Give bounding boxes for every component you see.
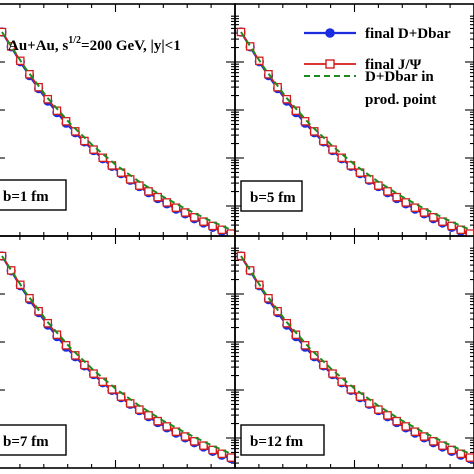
panel-4: b=12 fm [234,235,474,469]
panel-label-box [0,179,67,211]
panel-label: b=5 fm [250,190,296,206]
data-point-jpsi [217,225,227,235]
data-point-jpsi [171,203,181,212]
data-point-jpsi [410,203,420,212]
data-point-jpsi [34,306,43,316]
legend-label-prod-point-line2: prod. point [365,92,436,108]
chart-title: Au+Au, s1/2=200 GeV, |y|<1 [8,35,181,54]
data-point-jpsi [401,198,411,207]
plot-area [236,251,474,464]
data-point-jpsi [438,441,447,450]
data-point-jpsi [456,225,466,235]
data-point-jpsi [447,221,456,231]
series-line-3 [1,255,232,455]
data-point-jpsi [273,306,282,316]
title-sup: 1/2 [68,35,81,46]
data-point-jpsi [374,181,383,190]
panel-1: b=1 fm [0,3,236,237]
data-point-jpsi [273,82,282,92]
series-line-3 [240,255,471,455]
data-point-jpsi [180,208,190,217]
data-point-jpsi [217,449,227,459]
data-point-jpsi [456,449,466,459]
data-point-jpsi [226,453,235,462]
data-point-jpsi [125,399,135,408]
data-point-jpsi [245,42,255,51]
data-point-jpsi [162,198,172,207]
legend: final D+Dbar final J/Ψ D+Dbar in prod. p… [304,26,451,108]
data-point-jpsi [392,192,401,202]
data-point-jpsi [144,411,153,420]
data-point-jpsi [383,187,392,196]
data-point-jpsi [438,217,447,226]
data-point-jpsi [153,416,162,426]
panel-label: b=7 fm [3,434,49,450]
data-point-jpsi [135,405,144,414]
data-point-jpsi [135,181,144,190]
data-point-jpsi [374,405,383,414]
legend-marker-jpsi [325,59,335,69]
data-point-jpsi [199,441,208,450]
data-point-jpsi [153,192,162,202]
data-point-jpsi [245,266,255,275]
legend-entry-d-dbar: final D+Dbar [304,26,451,42]
legend-label-jpsi: final J/Ψ [365,57,422,73]
panel-label-box [0,424,67,456]
data-point-jpsi [199,217,208,226]
plot-area [0,27,235,236]
legend-label-prod-point-line1: D+Dbar in [365,69,434,85]
data-point-jpsi [429,213,438,222]
data-point-jpsi [364,399,374,408]
title-rest: =200 GeV, |y|<1 [81,38,181,54]
data-point-jpsi [465,453,474,462]
data-point-jpsi [300,341,310,350]
data-point-jpsi [236,251,246,261]
data-point-jpsi [410,427,420,436]
data-point-jpsi [392,416,401,426]
data-point-jpsi [300,117,310,126]
title-system: Au+Au, s [8,38,68,54]
panel-label: b=1 fm [3,189,49,205]
data-point-jpsi [190,437,199,446]
data-point-jpsi [171,427,181,436]
legend-entry-jpsi: final J/Ψ [304,57,422,73]
data-point-jpsi [190,213,199,222]
data-point-jpsi [364,175,374,184]
legend-entry-prod-point: D+Dbar in prod. point [304,69,436,108]
panel-label-box [240,180,303,212]
plot-area [236,27,474,236]
data-point-jpsi [208,221,217,231]
data-point-jpsi [6,266,16,275]
panels-root: b=1 fm b=5 fm b=7 fm b=12 fm [0,3,474,469]
data-point-jpsi [447,445,456,455]
data-point-jpsi [34,82,43,92]
data-point-jpsi [144,187,153,196]
plot-area [0,251,235,464]
legend-label-d-dbar: final D+Dbar [365,26,451,42]
legend-marker-d-dbar [325,28,335,38]
panel-label-box [240,424,325,456]
data-point-jpsi [61,341,71,350]
data-point-jpsi [125,175,135,184]
data-point-jpsi [180,432,190,441]
panel-3: b=7 fm [0,235,236,469]
data-point-jpsi [383,411,392,420]
data-point-jpsi [61,117,71,126]
data-point-jpsi [162,422,172,431]
data-point-jpsi [208,445,217,455]
data-point-jpsi [401,422,411,431]
panel-label: b=12 fm [250,434,304,450]
panel-2: b=5 fm [234,3,474,237]
data-point-jpsi [6,42,16,51]
data-point-jpsi [419,208,429,217]
data-point-jpsi [429,437,438,446]
data-point-jpsi [419,432,429,441]
